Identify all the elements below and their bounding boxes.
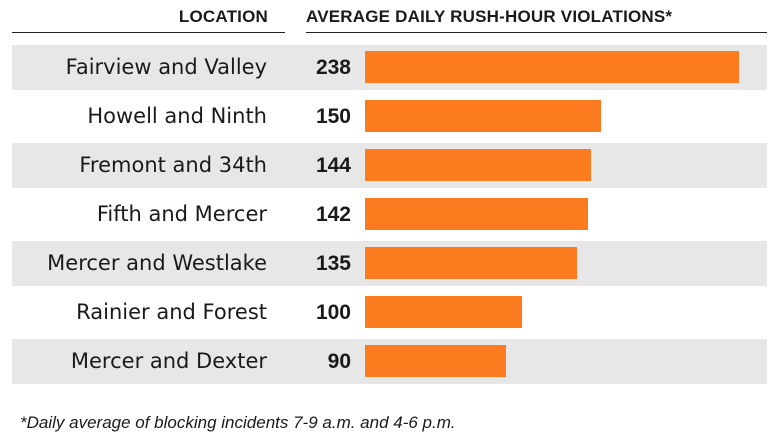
- violations-value-label: 135: [315, 252, 351, 275]
- location-label: Mercer and Dexter: [70, 349, 267, 373]
- violations-value-label: 100: [315, 301, 351, 324]
- location-label: Fremont and 34th: [79, 153, 267, 177]
- violations-bar: [365, 198, 588, 230]
- violations-bar: [365, 345, 506, 377]
- footnote: *Daily average of blocking incidents 7-9…: [20, 413, 456, 432]
- location-header-underline: [12, 32, 285, 33]
- location-label: Howell and Ninth: [87, 104, 267, 128]
- violations-value-label: 90: [327, 350, 351, 373]
- location-label: Fifth and Mercer: [96, 202, 267, 226]
- violations-bar: [365, 149, 591, 181]
- violations-bar: [365, 296, 522, 328]
- chart-row: Rainier and Forest 100: [12, 290, 767, 335]
- chart-row: Fifth and Mercer 142: [12, 192, 767, 237]
- location-label: Mercer and Westlake: [47, 251, 267, 275]
- location-label: Fairview and Valley: [65, 55, 267, 79]
- violations-value-label: 142: [315, 203, 351, 226]
- violations-header-underline: [306, 32, 767, 33]
- location-column-header: LOCATION: [178, 7, 268, 26]
- violations-value-label: 238: [315, 56, 351, 79]
- violations-value-label: 144: [315, 154, 351, 177]
- violations-bar: [365, 247, 577, 279]
- chart-row: Fairview and Valley 238: [12, 45, 767, 90]
- violations-bar: [365, 51, 739, 83]
- violations-column-header: AVERAGE DAILY RUSH-HOUR VIOLATIONS*: [306, 7, 673, 26]
- chart-row: Mercer and Westlake 135: [12, 241, 767, 286]
- chart-row: Fremont and 34th 144: [12, 143, 767, 188]
- violations-bar: [365, 100, 601, 132]
- location-label: Rainier and Forest: [76, 300, 267, 324]
- chart-row: Mercer and Dexter 90: [12, 339, 767, 384]
- violations-value-label: 150: [315, 105, 351, 128]
- chart-row: Howell and Ninth 150: [12, 94, 767, 139]
